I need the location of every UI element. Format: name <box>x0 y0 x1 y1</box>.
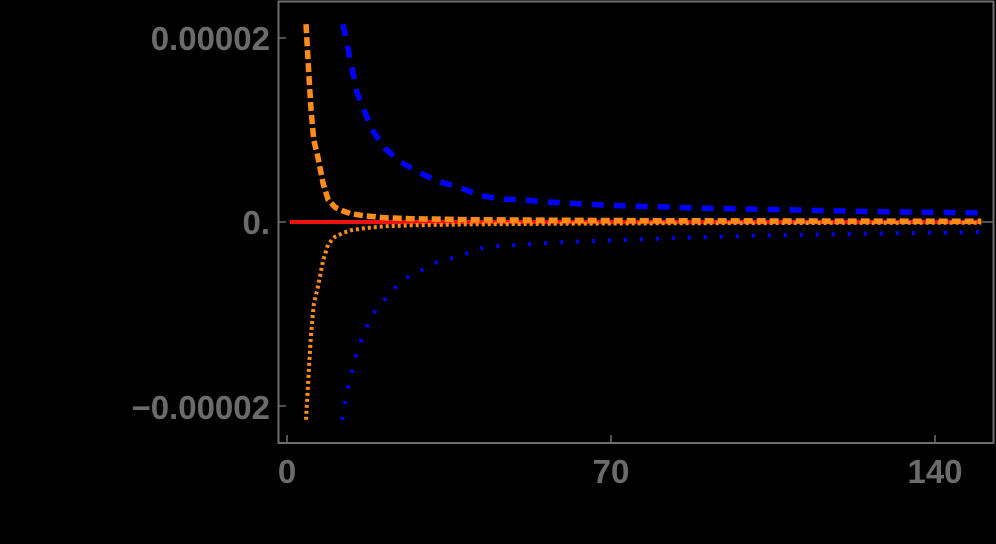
series-blue-upper <box>340 23 982 216</box>
y-tick-label-zero: 0. <box>242 204 270 241</box>
y-tick-label-pos: 0.00002 <box>151 20 270 57</box>
x-axis-ticks <box>286 435 936 443</box>
y-axis-ticks <box>278 37 286 407</box>
plot-area <box>289 23 982 421</box>
x-tick-label-70: 70 <box>593 453 630 490</box>
x-axis-labels: 0 70 140 <box>278 453 963 490</box>
series-orange-upper <box>303 24 982 225</box>
y-axis-labels: 0.00002 0. −0.00002 <box>131 20 270 426</box>
series-blue-lower <box>340 230 982 421</box>
x-tick-label-140: 140 <box>907 453 962 490</box>
y-tick-label-neg: −0.00002 <box>131 389 270 426</box>
x-tick-label-0: 0 <box>278 453 296 490</box>
series-layer <box>289 23 982 421</box>
